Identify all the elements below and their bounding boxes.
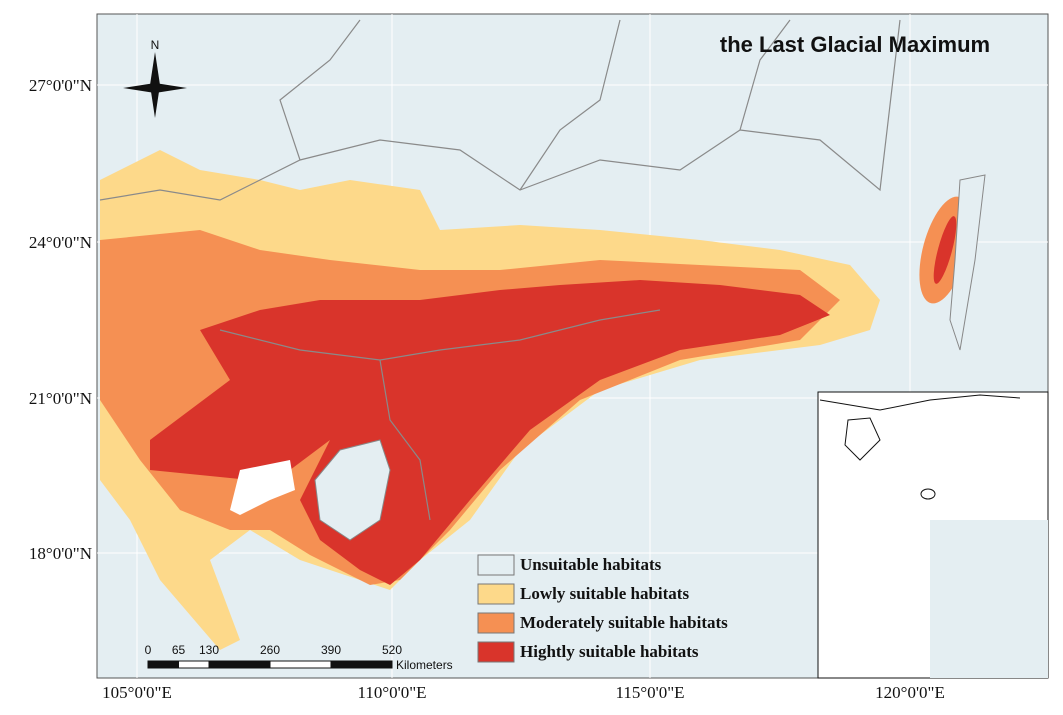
coordinate-labels: 27°0'0"N 24°0'0"N 21°0'0"N 18°0'0"N 105°0'0"… — [29, 76, 945, 702]
lake — [230, 460, 295, 515]
hainan-island — [314, 439, 391, 541]
latitude-label: 27°0'0"N — [29, 76, 92, 95]
scale-tick-label: 390 — [321, 643, 341, 657]
legend-swatch — [477, 554, 515, 576]
legend-label: Hightly suitable habitats — [520, 642, 699, 661]
scale-tick-label: 260 — [260, 643, 280, 657]
scale-tick-label: 0 — [145, 643, 152, 657]
scale-tick-label: 520 — [382, 643, 402, 657]
longitude-label: 105°0'0"E — [102, 683, 172, 702]
map-title: the Last Glacial Maximum — [720, 32, 990, 57]
legend: Unsuitable habitats Lowly suitable habita… — [477, 554, 728, 663]
latitude-label: 21°0'0"N — [29, 389, 92, 408]
legend-label: Moderately suitable habitats — [520, 613, 728, 632]
legend-swatch — [477, 641, 515, 663]
taiwan-core — [933, 216, 957, 284]
latitude-label: 18°0'0"N — [29, 544, 92, 563]
longitude-label: 115°0'0"E — [615, 683, 684, 702]
scale-tick-label: 65 — [172, 643, 186, 657]
legend-swatch — [477, 612, 515, 634]
north-label: N — [151, 38, 160, 52]
scale-tick-label: 130 — [199, 643, 219, 657]
scale-segment — [147, 660, 179, 669]
legend-label: Unsuitable habitats — [520, 555, 662, 574]
scale-segment — [330, 660, 393, 669]
scale-segment — [178, 660, 210, 669]
inset-shapes — [819, 394, 1048, 678]
taiwan-coast — [949, 174, 986, 351]
scale-segment — [208, 660, 271, 669]
longitude-label: 120°0'0"E — [875, 683, 945, 702]
latitude-label: 24°0'0"N — [29, 233, 92, 252]
scale-segment — [269, 660, 332, 669]
legend-label: Lowly suitable habitats — [520, 584, 689, 603]
north-arrow: N — [123, 38, 187, 118]
boundaries — [99, 19, 901, 521]
longitude-label: 110°0'0"E — [357, 683, 426, 702]
scale-unit: Kilometers — [396, 658, 453, 672]
legend-swatch — [477, 583, 515, 605]
